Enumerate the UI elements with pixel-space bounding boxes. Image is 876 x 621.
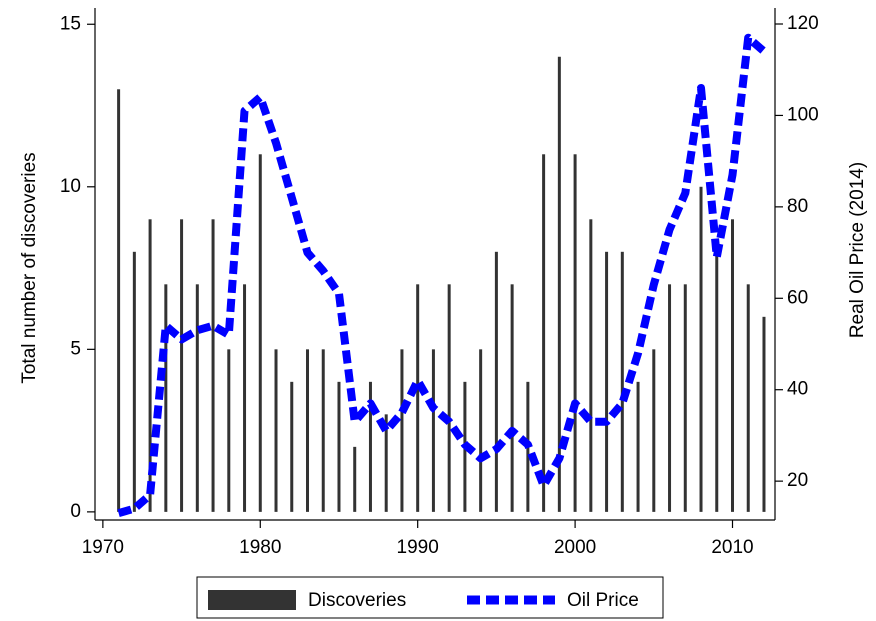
bar <box>227 349 231 512</box>
bar <box>510 284 514 512</box>
bar <box>117 89 121 512</box>
bar <box>479 349 483 512</box>
bar <box>321 349 325 512</box>
y-tick-label: 10 <box>60 176 81 197</box>
x-tick-label: 2000 <box>554 537 596 558</box>
bar <box>243 284 247 512</box>
y-tick-label: 15 <box>60 13 81 34</box>
bar <box>683 284 687 512</box>
bar <box>447 284 451 512</box>
x-tick-label: 2010 <box>711 537 753 558</box>
bar <box>337 381 341 512</box>
bar <box>148 219 152 512</box>
x-tick-label: 1990 <box>397 537 439 558</box>
bar <box>494 251 498 512</box>
y2-tick-label: 80 <box>787 196 808 217</box>
bar <box>258 154 262 512</box>
bar <box>542 154 546 512</box>
legend-swatch <box>208 590 296 610</box>
bar <box>699 186 703 512</box>
x-tick-label: 1980 <box>239 537 281 558</box>
line <box>117 33 767 517</box>
y2-tick-label: 60 <box>787 287 808 308</box>
bar <box>353 446 357 512</box>
y-tick-label: 0 <box>70 501 81 522</box>
bar <box>715 251 719 512</box>
bar <box>274 349 278 512</box>
y2-tick-label: 20 <box>787 470 808 491</box>
bar <box>762 316 766 512</box>
bar <box>195 284 199 512</box>
bar <box>636 381 640 512</box>
legend-label: Discoveries <box>308 590 406 611</box>
bar <box>164 284 168 512</box>
x-tick-label: 1970 <box>82 537 124 558</box>
bar <box>573 154 577 512</box>
bar <box>731 219 734 512</box>
bar <box>557 56 561 512</box>
bar <box>620 251 624 512</box>
bar <box>211 219 215 512</box>
bar <box>290 381 294 512</box>
bar <box>132 251 136 512</box>
bar <box>746 284 750 512</box>
bar <box>400 349 404 512</box>
bar <box>589 219 593 512</box>
y2-tick-label: 120 <box>787 13 819 34</box>
y-tick-label: 5 <box>70 338 81 359</box>
legend-label: Oil Price <box>567 590 639 611</box>
bar <box>384 414 388 512</box>
y2-tick-label: 40 <box>787 379 808 400</box>
bar <box>368 381 372 512</box>
y2-axis-label: Real Oil Price (2014) <box>847 162 868 338</box>
bar <box>431 349 435 512</box>
bar <box>605 251 609 512</box>
y-axis-label: Total number of discoveries <box>19 152 40 383</box>
bar <box>652 349 656 512</box>
y2-tick-label: 100 <box>787 104 819 125</box>
bar <box>668 284 672 512</box>
bar <box>416 284 420 512</box>
bar <box>180 219 184 512</box>
bar <box>306 349 309 512</box>
